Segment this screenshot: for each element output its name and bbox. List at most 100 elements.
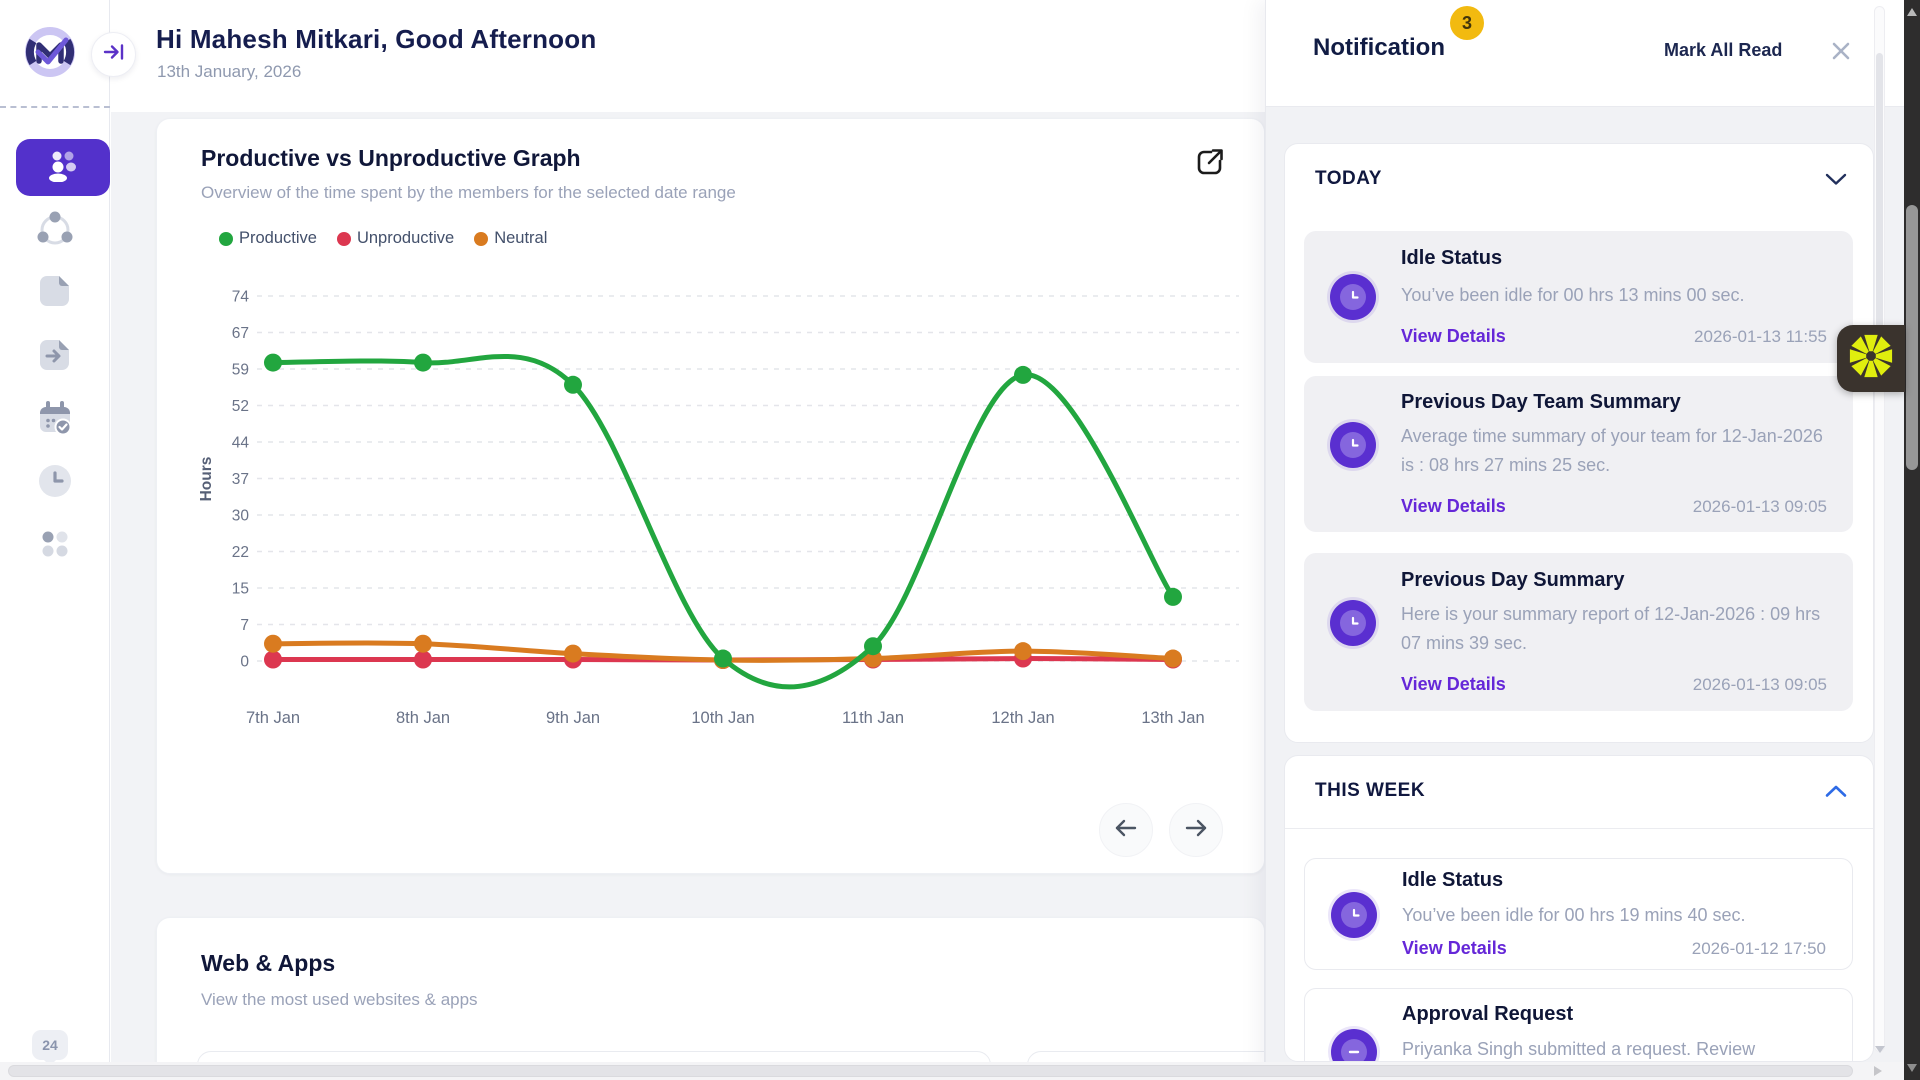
notification-title: Notification [1313, 34, 1445, 61]
notification-header: Notification 3 Mark All Read [1266, 0, 1905, 107]
notification-panel: Notification 3 Mark All Read TODAY Idle … [1265, 0, 1905, 1080]
notification-item-body: Here is your summary report of 12-Jan-20… [1401, 604, 1821, 653]
section-divider [1285, 828, 1873, 829]
panel-scrollbar-thumb[interactable] [1876, 53, 1883, 383]
apps-grid-icon [39, 528, 71, 565]
starburst-tool-button[interactable] [1837, 325, 1905, 392]
arrow-right-icon [1183, 818, 1209, 843]
starburst-icon [1848, 333, 1894, 384]
file-export-icon [36, 336, 74, 379]
svg-text:59: 59 [232, 362, 249, 379]
today-section: TODAY Idle Status You’ve been idle for 0… [1284, 143, 1874, 743]
sidebar-item-documents[interactable] [0, 265, 110, 322]
day-summary-icon [1330, 600, 1376, 646]
horizontal-scrollbar[interactable] [0, 1062, 1904, 1080]
svg-text:11th Jan: 11th Jan [842, 709, 904, 727]
team-summary-icon [1330, 422, 1376, 468]
view-details-link[interactable]: View Details [1401, 326, 1506, 346]
chevron-down-icon [1825, 172, 1847, 191]
legend-item-productive: Productive [219, 229, 317, 248]
horizontal-scrollbar-thumb[interactable] [8, 1065, 1853, 1077]
panel-scroll-down-icon[interactable] [1875, 1046, 1885, 1053]
close-icon [1829, 39, 1853, 68]
sidebar-item-timesheet[interactable] [0, 455, 110, 512]
vertical-scrollbar[interactable] [1904, 0, 1920, 1080]
notification-item[interactable]: Idle Status You’ve been idle for 00 hrs … [1304, 858, 1853, 970]
svg-text:7th Jan: 7th Jan [246, 709, 300, 727]
chart-prev-button[interactable] [1099, 803, 1153, 857]
legend-label: Neutral [494, 229, 548, 247]
svg-text:7: 7 [240, 617, 249, 634]
legend-item-neutral: Neutral [474, 229, 547, 248]
svg-text:13th Jan: 13th Jan [1141, 709, 1204, 727]
notification-item-body: You’ve been idle for 00 hrs 13 mins 00 s… [1401, 285, 1745, 305]
webapps-title: Web & Apps [201, 950, 336, 976]
sidebar-item-share[interactable] [0, 202, 110, 259]
view-details-link[interactable]: View Details [1401, 674, 1506, 694]
sidebar-item-apps[interactable] [0, 518, 110, 575]
page-title: Hi Mahesh Mitkari, Good Afternoon [156, 24, 597, 54]
svg-text:10th Jan: 10th Jan [691, 709, 754, 727]
sidebar-item-reports[interactable] [0, 329, 110, 386]
sidebar-unread-badge[interactable]: 24 [32, 1030, 68, 1060]
svg-text:52: 52 [232, 398, 249, 415]
notification-item-title: Idle Status [1401, 247, 1503, 269]
arrow-left-icon [1113, 818, 1139, 843]
chart-next-button[interactable] [1169, 803, 1223, 857]
scroll-down-icon[interactable] [1907, 1064, 1917, 1072]
notification-item-title: Previous Day Summary [1401, 569, 1625, 591]
svg-text:37: 37 [232, 471, 249, 488]
view-details-link[interactable]: View Details [1401, 496, 1506, 516]
neutral-dot-icon [474, 231, 489, 246]
chevron-up-icon [1825, 784, 1847, 803]
notification-item[interactable]: Approval Request Priyanka Singh submitte… [1304, 988, 1853, 1061]
view-details-link[interactable]: View Details [1402, 938, 1507, 958]
sidebar-item-schedule[interactable] [0, 392, 110, 449]
svg-text:30: 30 [232, 508, 250, 525]
notification-item[interactable]: Previous Day Team Summary Average time s… [1304, 376, 1853, 532]
sidebar-collapse-button[interactable] [91, 32, 136, 77]
sidebar-item-team[interactable] [16, 139, 110, 196]
svg-text:0: 0 [240, 654, 249, 671]
svg-text:44: 44 [232, 435, 250, 452]
sidebar-divider [0, 106, 110, 108]
close-panel-button[interactable] [1826, 38, 1856, 68]
vertical-scrollbar-thumb[interactable] [1906, 205, 1918, 470]
legend-label: Productive [239, 229, 317, 247]
idle-status-icon [1330, 274, 1376, 320]
legend-item-unproductive: Unproductive [336, 229, 454, 248]
svg-text:8th Jan: 8th Jan [396, 709, 450, 727]
page-date: 13th January, 2026 [157, 62, 302, 81]
svg-text:74: 74 [232, 289, 250, 306]
idle-status-icon [1331, 892, 1377, 938]
panel-scrollbar[interactable] [1874, 6, 1885, 1052]
clock-icon [36, 462, 74, 505]
svg-text:67: 67 [232, 325, 249, 342]
productivity-chart-card: Productive vs Unproductive Graph Overvie… [156, 118, 1265, 874]
scroll-up-icon[interactable] [1907, 8, 1917, 16]
notification-item[interactable]: Previous Day Summary Here is your summar… [1304, 553, 1853, 711]
chart-subtitle: Overview of the time spent by the member… [201, 183, 736, 202]
team-members-icon [45, 148, 81, 187]
expand-chart-button[interactable] [1189, 143, 1231, 185]
productive-dot-icon [219, 231, 233, 246]
app-logo-icon [22, 24, 78, 80]
approval-request-icon [1331, 1029, 1377, 1061]
svg-text:9th Jan: 9th Jan [546, 709, 600, 727]
notification-item-body: Average time summary of your team for 12… [1401, 426, 1823, 475]
notification-item-time: 2026-01-12 17:50 [1691, 939, 1826, 958]
calendar-check-icon [36, 399, 74, 442]
webapps-subtitle: View the most used websites & apps [201, 990, 478, 1009]
notification-item-title: Previous Day Team Summary [1401, 391, 1681, 413]
svg-text:Hours: Hours [198, 457, 215, 502]
this-week-collapse-button[interactable] [1823, 780, 1849, 806]
scroll-right-icon[interactable] [1874, 1066, 1882, 1076]
today-collapse-button[interactable] [1823, 168, 1849, 194]
unproductive-dot-icon [336, 231, 351, 246]
notification-item-title: Approval Request [1402, 1003, 1574, 1025]
chart-title: Productive vs Unproductive Graph [201, 145, 581, 171]
this-week-section-label: THIS WEEK [1315, 780, 1426, 801]
mark-all-read-button[interactable]: Mark All Read [1664, 40, 1783, 60]
notification-item[interactable]: Idle Status You’ve been idle for 00 hrs … [1304, 231, 1853, 363]
notification-item-body: Priyanka Singh submitted a request. Revi… [1402, 1039, 1756, 1059]
